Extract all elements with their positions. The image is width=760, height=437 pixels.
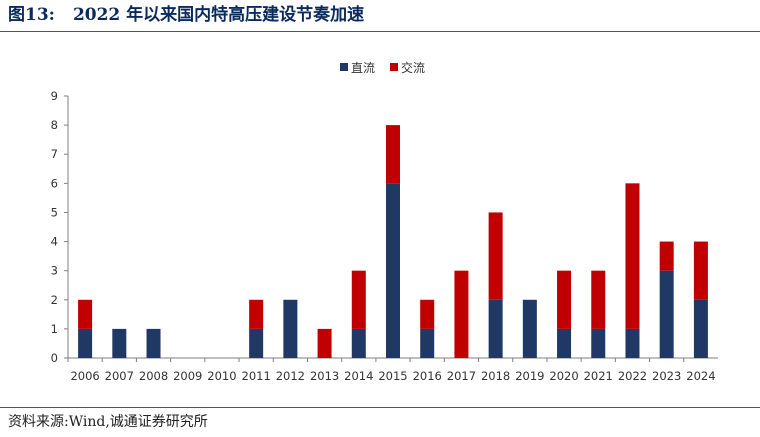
x-tick-label: 2022	[618, 369, 647, 383]
bar-dc-2007	[112, 328, 127, 358]
bar-dc-2024	[693, 299, 708, 358]
bar-dc-2014	[351, 328, 366, 358]
x-tick-label: 2013	[310, 369, 339, 383]
legend-swatch-dc	[340, 63, 348, 71]
y-tick-label: 3	[51, 264, 58, 278]
bottom-rule	[0, 407, 760, 408]
x-tick-label: 2012	[276, 369, 305, 383]
legend-label-ac: 交流	[401, 60, 425, 75]
bar-dc-2008	[146, 328, 161, 358]
bar-ac-2014	[351, 270, 366, 329]
x-tick-label: 2024	[686, 369, 715, 383]
legend-label-dc: 直流	[351, 61, 375, 75]
top-rule	[0, 31, 760, 32]
y-tick-label: 0	[51, 351, 58, 365]
bar-ac-2024	[693, 241, 708, 300]
bar-dc-2011	[249, 328, 264, 358]
y-tick-label: 4	[51, 235, 58, 249]
bar-dc-2012	[283, 299, 298, 358]
y-tick-label: 1	[51, 322, 58, 336]
x-tick-label: 2018	[481, 369, 510, 383]
bar-ac-2021	[591, 270, 606, 329]
x-tick-label: 2019	[515, 369, 544, 383]
x-tick-label: 2010	[207, 369, 236, 383]
y-tick-label: 8	[51, 118, 58, 132]
bar-ac-2022	[625, 183, 640, 329]
x-tick-label: 2015	[378, 369, 407, 383]
bar-dc-2016	[420, 328, 435, 358]
bar-dc-2021	[591, 328, 606, 358]
stacked-bar-chart: 0 1 2 3 4 5 6 7 8 9 2006 2007 2008 2009 2010 2011 2012 20…	[51, 60, 718, 383]
x-tick-label: 2006	[70, 369, 99, 383]
bar-ac-2013	[317, 328, 332, 358]
x-tick-label: 2008	[139, 369, 168, 383]
bar-dc-2022	[625, 328, 640, 358]
x-tick-label: 2014	[344, 369, 373, 383]
bar-ac-2017	[454, 270, 469, 358]
bar-ac-2015	[386, 125, 400, 184]
y-tick-label: 6	[51, 176, 58, 190]
bar-dc-2023	[659, 270, 674, 358]
x-tick-label: 2011	[242, 369, 271, 383]
y-tick-label: 5	[51, 205, 58, 219]
y-tick-label: 9	[51, 89, 58, 103]
bar-ac-2023	[659, 241, 674, 271]
y-tick-label: 7	[51, 147, 58, 161]
x-tick-label: 2009	[173, 369, 202, 383]
x-tick-label: 2020	[549, 369, 578, 383]
bar-ac-2020	[557, 270, 572, 329]
source-note: 资料来源:Wind,诚通证券研究所	[8, 414, 208, 430]
x-tick-label: 2007	[105, 369, 134, 383]
figure-label: 图13:	[8, 5, 55, 25]
x-tick-label: 2021	[584, 369, 613, 383]
x-tick-label: 2023	[652, 369, 681, 383]
bar-ac-2006	[78, 299, 93, 329]
bar-ac-2016	[420, 299, 435, 329]
legend-swatch-ac	[390, 63, 398, 71]
bar-ac-2018	[488, 212, 503, 300]
figure-title: 图13: 2022 年以来国内特高压建设节奏加速	[8, 2, 364, 28]
bar-ac-2011	[249, 299, 264, 329]
bar-dc-2006	[78, 328, 93, 358]
bar-dc-2020	[557, 328, 572, 358]
bar-dc-2019	[522, 299, 537, 358]
figure-title-text: 2022 年以来国内特高压建设节奏加速	[72, 5, 365, 25]
bar-dc-2015	[386, 183, 400, 358]
y-tick-label: 2	[51, 293, 58, 307]
x-tick-label: 2017	[447, 369, 476, 383]
x-tick-label: 2016	[413, 369, 442, 383]
bar-dc-2018	[488, 299, 503, 358]
